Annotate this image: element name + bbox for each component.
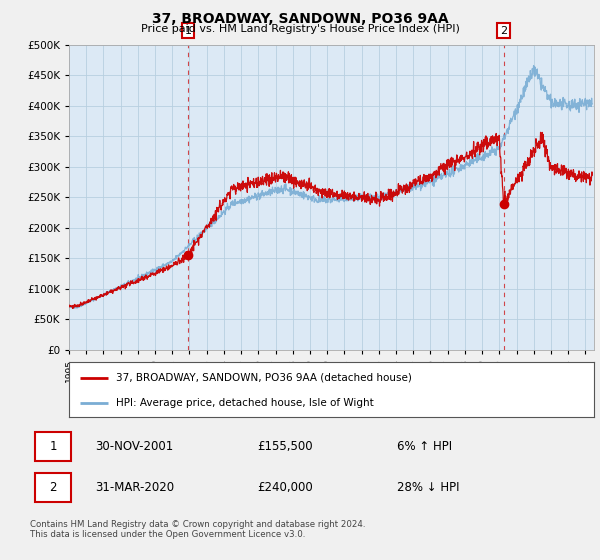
Text: 37, BROADWAY, SANDOWN, PO36 9AA: 37, BROADWAY, SANDOWN, PO36 9AA [152, 12, 448, 26]
Text: 30-NOV-2001: 30-NOV-2001 [95, 440, 173, 454]
Text: 1: 1 [185, 26, 191, 36]
Text: Price paid vs. HM Land Registry's House Price Index (HPI): Price paid vs. HM Land Registry's House … [140, 24, 460, 34]
Text: 37, BROADWAY, SANDOWN, PO36 9AA (detached house): 37, BROADWAY, SANDOWN, PO36 9AA (detache… [116, 373, 412, 382]
Text: £240,000: £240,000 [257, 481, 313, 494]
Text: 28% ↓ HPI: 28% ↓ HPI [397, 481, 460, 494]
Text: 2: 2 [49, 481, 57, 494]
Text: 2: 2 [500, 26, 507, 36]
Text: 1: 1 [49, 440, 57, 454]
Text: 6% ↑ HPI: 6% ↑ HPI [397, 440, 452, 454]
FancyBboxPatch shape [35, 473, 71, 502]
Text: Contains HM Land Registry data © Crown copyright and database right 2024.
This d: Contains HM Land Registry data © Crown c… [30, 520, 365, 539]
FancyBboxPatch shape [35, 432, 71, 461]
Text: HPI: Average price, detached house, Isle of Wight: HPI: Average price, detached house, Isle… [116, 399, 374, 408]
Text: £155,500: £155,500 [257, 440, 313, 454]
Text: 31-MAR-2020: 31-MAR-2020 [95, 481, 174, 494]
